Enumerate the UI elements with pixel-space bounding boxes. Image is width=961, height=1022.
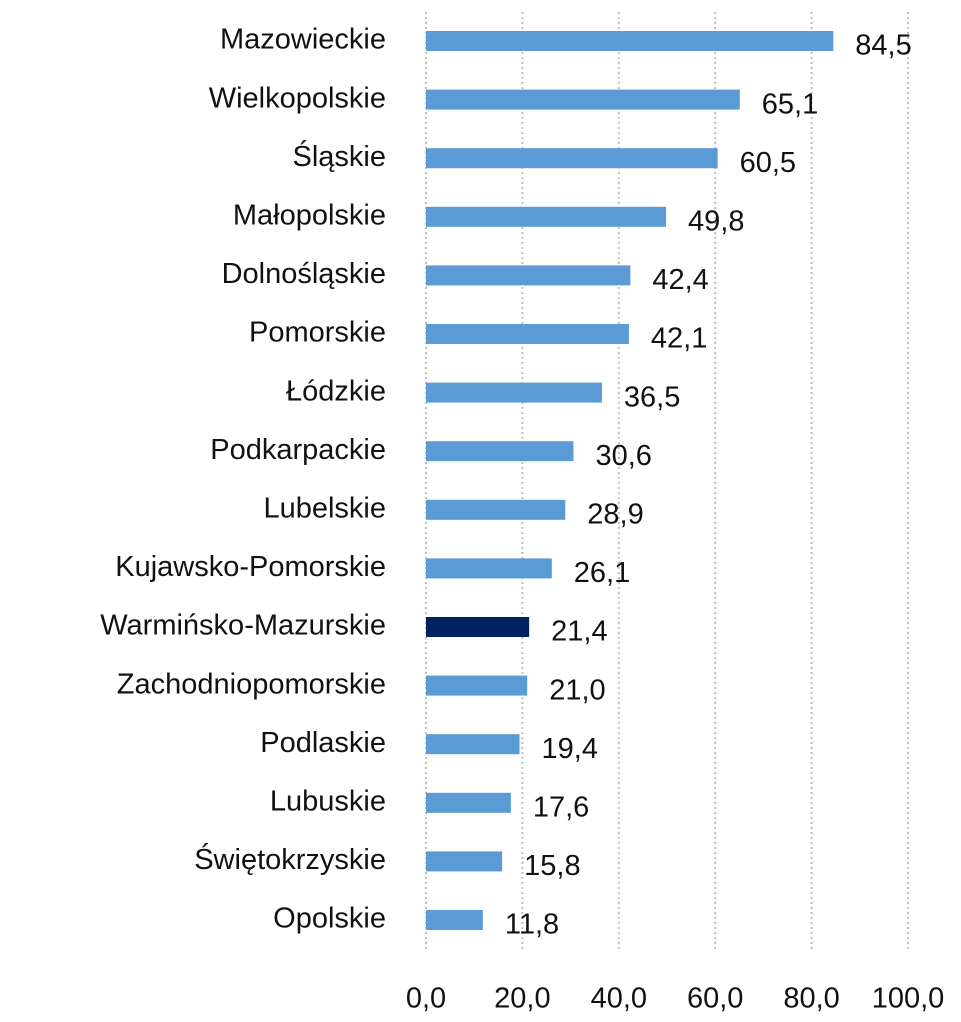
y-tick-label: Podkarpackie: [210, 434, 386, 466]
y-tick-label: Lubuskie: [270, 785, 386, 817]
data-label: 19,4: [542, 733, 598, 765]
bar: [426, 910, 483, 930]
bar: [426, 89, 740, 110]
y-tick-label: Pomorskie: [249, 317, 386, 349]
y-tick-label: Wielkopolskie: [209, 82, 386, 114]
y-tick-label: Zachodniopomorskie: [117, 668, 386, 700]
data-label: 28,9: [587, 498, 643, 530]
bar: [426, 617, 530, 637]
x-tick-label: 40,0: [591, 983, 647, 1015]
data-label: 21,4: [551, 616, 607, 648]
bar: [426, 382, 602, 403]
bar: [426, 324, 629, 344]
y-tick-label: Małopolskie: [233, 199, 386, 231]
data-label: 49,8: [688, 205, 744, 237]
x-tick-label: 80,0: [783, 983, 839, 1015]
y-tick-label: Dolnośląskie: [222, 258, 386, 290]
x-tick-label: 100,0: [872, 983, 945, 1015]
bar: [426, 265, 631, 286]
y-tick-label: Śląskie: [293, 139, 387, 173]
bar: [426, 734, 520, 755]
bar: [426, 31, 834, 51]
y-tick-label: Lubelskie: [263, 492, 386, 524]
x-tick-label: 20,0: [494, 983, 550, 1015]
y-tick-label: Mazowieckie: [220, 24, 386, 56]
x-tick-label: 0,0: [406, 983, 446, 1015]
data-label: 17,6: [533, 791, 589, 823]
y-tick-label: Podlaskie: [260, 727, 386, 759]
data-label: 21,0: [549, 674, 605, 706]
x-tick-label: 60,0: [687, 983, 743, 1015]
data-label: 84,5: [855, 30, 911, 62]
bar: [426, 206, 667, 227]
data-label: 26,1: [574, 557, 630, 589]
bar: [426, 558, 552, 579]
data-label: 42,4: [652, 264, 708, 296]
bar: [426, 851, 503, 872]
bar: [426, 499, 566, 520]
data-label: 65,1: [762, 88, 818, 120]
data-label: 30,6: [595, 440, 651, 472]
data-label: 42,1: [651, 323, 707, 355]
data-label: 36,5: [624, 381, 680, 413]
y-tick-label: Opolskie: [273, 903, 386, 935]
data-label: 60,5: [740, 147, 796, 179]
y-tick-label: Warmińsko-Mazurskie: [100, 610, 386, 642]
data-label: 11,8: [505, 909, 559, 941]
data-label: 15,8: [524, 850, 580, 882]
bar: [426, 675, 528, 696]
bar: [426, 792, 511, 813]
bar: [426, 148, 718, 169]
y-tick-label: Świętokrzyskie: [194, 842, 386, 876]
y-tick-label: Kujawsko-Pomorskie: [115, 551, 386, 583]
y-tick-label: Łódzkie: [286, 375, 386, 407]
bar: [426, 441, 574, 462]
